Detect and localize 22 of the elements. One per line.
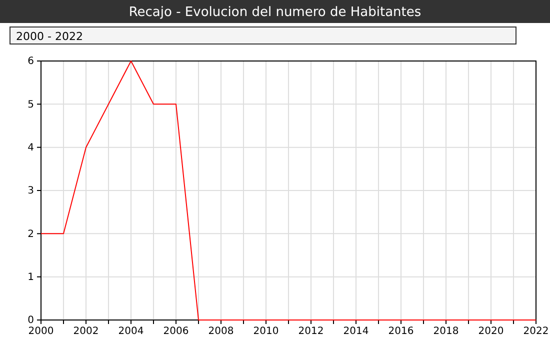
x-tick-label: 2010	[253, 326, 279, 338]
x-tick-label: 2018	[433, 326, 459, 338]
y-tick-label: 1	[28, 272, 34, 284]
x-tick-label: 2000	[28, 326, 54, 338]
y-tick-label: 2	[28, 228, 34, 240]
x-tick-label: 2004	[118, 326, 144, 338]
y-tick-label: 4	[28, 142, 34, 154]
y-tick-label: 3	[28, 186, 34, 197]
x-tick-label: 2022	[523, 326, 549, 338]
y-tick-label: 6	[28, 56, 34, 68]
x-tick-label: 2014	[343, 326, 369, 338]
y-tick-label: 5	[28, 99, 34, 110]
x-tick-label: 2002	[73, 326, 99, 338]
line-series	[40, 60, 536, 320]
x-tick-label: 2020	[478, 326, 504, 338]
x-tick-label: 2006	[163, 326, 189, 338]
x-tick-label: 2016	[388, 326, 414, 338]
chart-title: Recajo - Evolucion del numero de Habitantes	[128, 5, 422, 20]
text: 2000 - 2022	[16, 30, 83, 43]
x-tick-label: 2008	[208, 326, 234, 338]
y-tick-label: 0	[28, 315, 34, 326]
x-tick-label: 2012	[298, 326, 324, 338]
